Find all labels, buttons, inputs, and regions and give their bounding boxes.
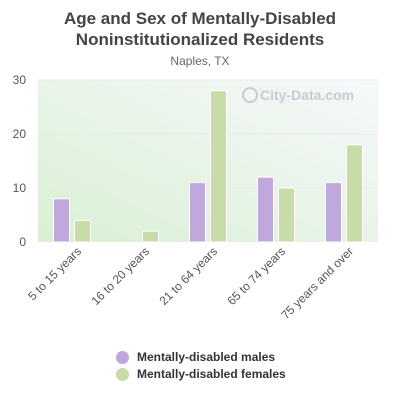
bars [53, 90, 363, 243]
legend-item-females: Mentally-disabled females [116, 366, 286, 382]
watermark-text: City-Data.com [260, 87, 354, 103]
bar-females [142, 230, 159, 243]
grid-lines [38, 79, 378, 189]
bar-chart: City-Data.com 0 10 20 30 5 to 15 years 16 to… [13, 73, 378, 322]
bar-females [346, 144, 363, 243]
legend-swatch-females [116, 367, 129, 381]
chart-title: Age and Sex of Mentally-Disabled Noninst… [0, 8, 400, 50]
y-tick-label: 30 [13, 73, 27, 87]
legend-label-males: Mentally-disabled males [137, 350, 276, 364]
legend-label-females: Mentally-disabled females [137, 367, 286, 381]
chart-title-line-2: Noninstitutionalized Residents [75, 30, 325, 49]
watermark: City-Data.com [242, 87, 354, 103]
bar-females [278, 187, 295, 243]
chart-title-line-1: Age and Sex of Mentally-Disabled [63, 9, 337, 28]
bar-females [210, 90, 227, 243]
bar-males [189, 182, 206, 243]
y-tick-label: 10 [13, 181, 27, 195]
y-axis-ticks: 0 10 20 30 [13, 73, 27, 249]
legend-swatch-males [116, 350, 129, 364]
x-tick-label: 75 years and over [278, 244, 356, 322]
x-tick-label: 5 to 15 years [25, 244, 84, 303]
x-axis-ticks: 5 to 15 years 16 to 20 years 21 to 64 year… [25, 244, 356, 322]
x-tick-label: 65 to 74 years [224, 244, 288, 308]
watermark-icon [242, 87, 258, 103]
legend-item-males: Mentally-disabled males [116, 349, 286, 365]
x-tick-label: 21 to 64 years [156, 244, 220, 308]
bar-males [257, 176, 274, 243]
bar-males [325, 182, 342, 243]
y-tick-label: 0 [19, 235, 26, 249]
bar-females [74, 219, 91, 243]
legend: Mentally-disabled males Mentally-disable… [116, 349, 286, 383]
chart-subtitle: Naples, TX [170, 54, 230, 68]
plot-area [38, 80, 378, 242]
x-tick-label: 16 to 20 years [88, 244, 152, 308]
y-tick-label: 20 [13, 127, 27, 141]
bar-males [53, 198, 70, 243]
